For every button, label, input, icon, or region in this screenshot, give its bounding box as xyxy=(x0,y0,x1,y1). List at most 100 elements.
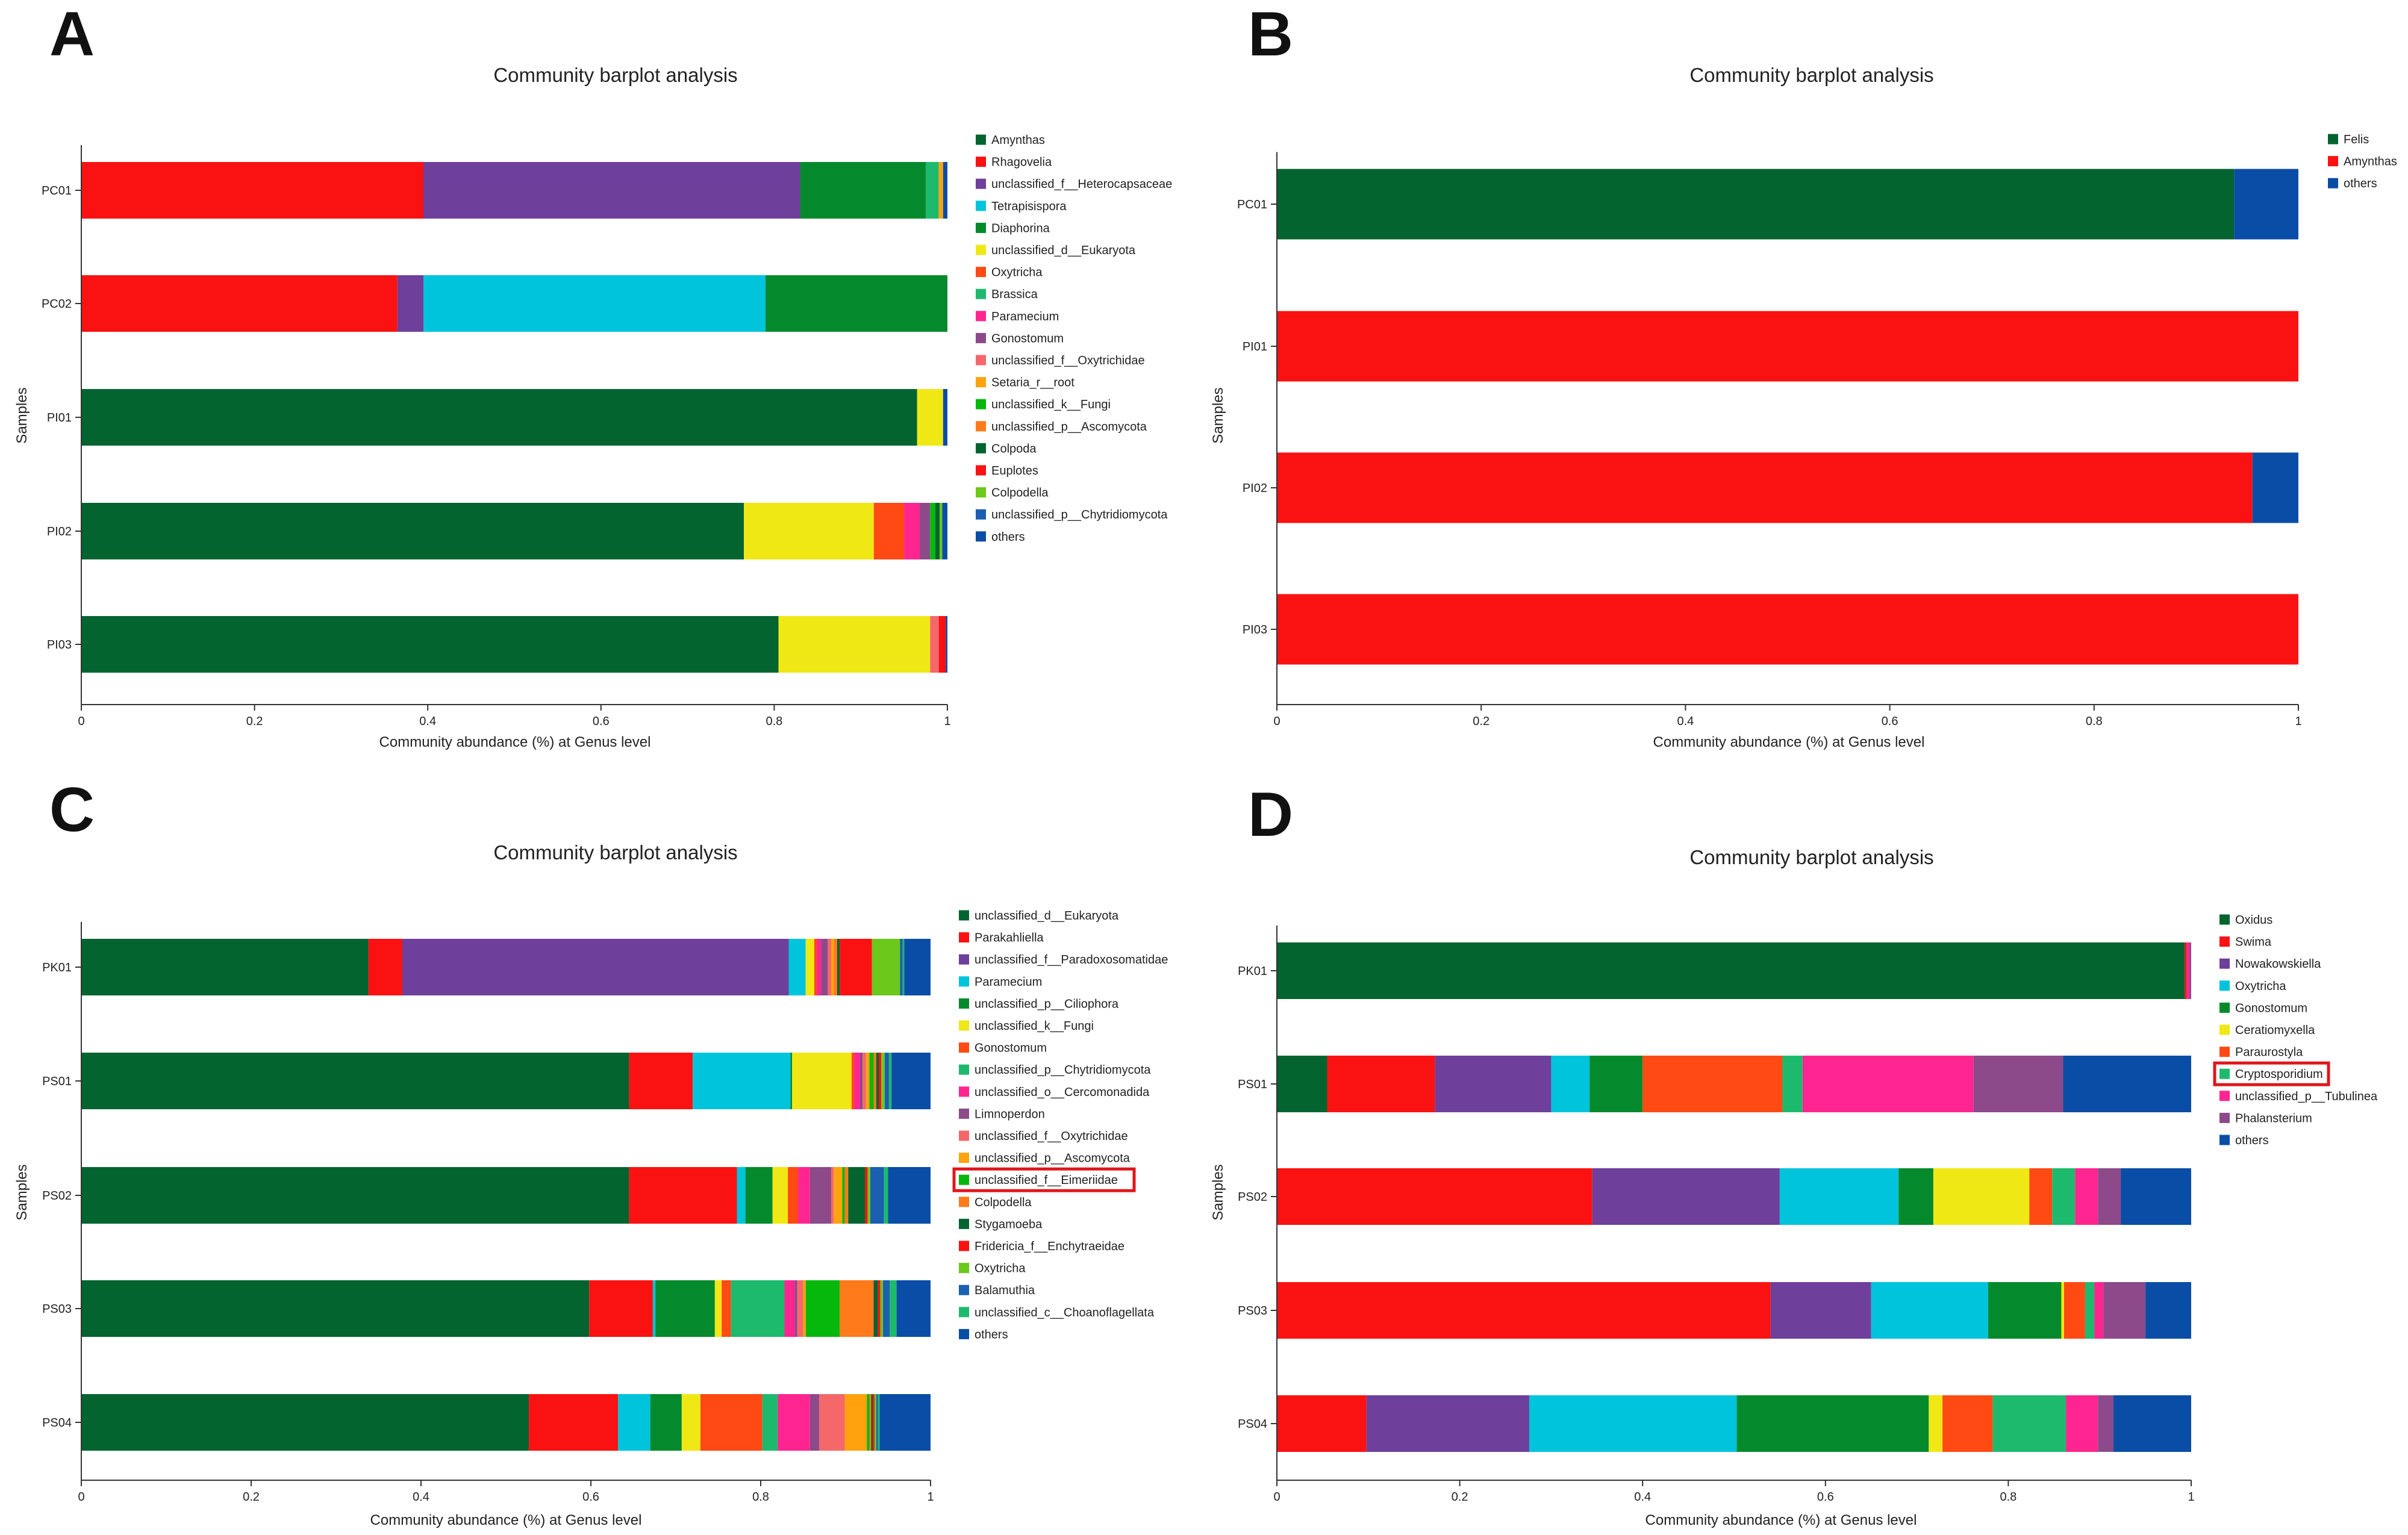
bar-d-ps01-nowakowskiella xyxy=(1435,1056,1552,1112)
x-tick-label-d-1: 0.2 xyxy=(1452,1490,1468,1504)
bar-c-ps03-colpodella xyxy=(840,1280,874,1337)
bar-c-ps02-others xyxy=(888,1167,931,1224)
legend-swatch-c-unclassified-o-cercomonadida xyxy=(959,1086,969,1097)
legend-swatch-c-unclassified-f-oxytrichidae xyxy=(959,1130,969,1141)
bar-d-ps01-gonostomum xyxy=(1589,1056,1643,1112)
bar-c-ps03-oxytricha xyxy=(880,1280,884,1337)
legend-swatch-c-unclassified-f-eimeriidae xyxy=(959,1174,969,1185)
y-tick-label-d-pk01: PK01 xyxy=(1238,965,1267,978)
legend-label-a-paramecium: Paramecium xyxy=(991,310,1059,323)
bar-d-ps04-cryptosporidium xyxy=(1992,1395,2066,1452)
panel-letter-d: D xyxy=(1248,780,1293,850)
legend-swatch-a-colpoda xyxy=(976,443,986,453)
bar-a-pc01-brassica xyxy=(926,162,939,219)
bar-d-ps02-gonostomum xyxy=(1898,1168,1933,1225)
y-tick-label-a-pc02: PC02 xyxy=(42,297,72,311)
plot-area-c: PK01 PS01 PS02 PS03 PS04 0 0.2 0.4 0.6 0.8 1 xyxy=(42,922,934,1504)
bar-d-ps03-ceratiomyxella xyxy=(2061,1282,2064,1339)
bar-c-ps01-unclassified-p-ciliophora xyxy=(790,1053,793,1109)
bar-b-pi02-amynthas xyxy=(1277,452,2253,523)
chart-title-d: Community barplot analysis xyxy=(1689,846,1933,868)
legend-swatch-a-unclassified-d-eukaryota xyxy=(976,244,986,255)
bar-a-pc01-setaria-r-root xyxy=(938,162,943,219)
bar-a-pc01-unclassified-f-heterocapsaceae xyxy=(423,162,800,219)
x-tick-label-b-2: 0.4 xyxy=(1677,715,1694,728)
bar-a-pi03-unclassified-d-eukaryota xyxy=(778,616,931,673)
bar-a-pi01-others xyxy=(943,389,947,446)
bar-d-ps04-oxytricha xyxy=(1529,1395,1737,1452)
bar-b-pi02-others xyxy=(2252,452,2298,523)
bar-a-pi02-colpoda xyxy=(935,503,940,559)
legend-swatch-a-euplotes xyxy=(976,465,986,476)
bar-c-ps04-parakahliella xyxy=(529,1394,619,1451)
bar-c-pk01-unclassified-p-ascomycota xyxy=(831,939,834,995)
bar-d-pk01-oxidus xyxy=(1277,942,2185,999)
legend-swatch-c-fridericia-f-enchytraeidae xyxy=(959,1241,969,1251)
legend-swatch-d-gonostomum xyxy=(2219,1002,2230,1013)
x-tick-label-d-4: 0.8 xyxy=(2000,1490,2017,1504)
legend-swatch-a-tetrapisispora xyxy=(976,201,986,211)
legend-swatch-d-ceratiomyxella xyxy=(2219,1024,2230,1035)
bar-a-pi02-unclassified-d-eukaryota xyxy=(744,503,874,559)
legend-label-d-gonostomum: Gonostomum xyxy=(2235,1001,2307,1015)
bar-c-ps03-stygamoeba xyxy=(873,1280,878,1337)
x-tick-label-b-3: 0.6 xyxy=(1882,715,1898,728)
legend-label-c-unclassified-d-eukaryota: unclassified_d__Eukaryota xyxy=(975,909,1119,923)
bar-a-pc02-rhagovelia xyxy=(81,275,398,332)
legend-swatch-c-oxytricha xyxy=(959,1263,969,1274)
panel-b: B Community barplot analysis Samples Com… xyxy=(1210,0,2397,750)
legend-swatch-a-oxytricha xyxy=(976,267,986,278)
x-tick-label-a-1: 0.2 xyxy=(246,715,263,728)
bar-c-ps02-oxytricha xyxy=(867,1167,870,1224)
bar-c-ps04-limnoperdon xyxy=(809,1394,820,1451)
bar-a-pi02-gonostomum xyxy=(919,503,931,559)
bar-d-ps04-others xyxy=(2113,1395,2191,1452)
bar-c-ps04-stygamoeba xyxy=(871,1394,873,1451)
bar-a-pi03-euplotes xyxy=(938,616,946,673)
bar-a-pc01-diaphorina xyxy=(800,162,926,219)
bar-c-pk01-unclassified-d-eukaryota xyxy=(81,939,369,995)
bar-b-pi01-amynthas xyxy=(1277,311,2298,382)
legend-label-a-unclassified-p-ascomycota: unclassified_p__Ascomycota xyxy=(991,420,1147,434)
legend-swatch-a-gonostomum xyxy=(976,332,986,343)
legend-label-d-ceratiomyxella: Ceratiomyxella xyxy=(2235,1024,2315,1037)
x-tick-label-c-5: 1 xyxy=(927,1490,934,1504)
legend-swatch-c-unclassified-p-ciliophora xyxy=(959,998,969,1009)
x-tick-label-c-2: 0.4 xyxy=(413,1490,429,1504)
bar-c-pk01-gonostomum xyxy=(814,939,817,995)
y-axis-label-d: Samples xyxy=(1210,1164,1226,1220)
bar-c-ps02-unclassified-f-eimeriidae xyxy=(842,1167,845,1224)
legend-swatch-d-oxidus xyxy=(2219,914,2230,925)
bar-c-ps02-unclassified-o-cercomonadida xyxy=(798,1167,810,1224)
legend-label-a-brassica: Brassica xyxy=(991,288,1038,301)
bar-c-ps02-unclassified-f-oxytrichidae xyxy=(831,1167,834,1224)
legend-swatch-d-paraurostyla xyxy=(2219,1047,2230,1057)
highlight-box-d-cryptosporidium xyxy=(2213,1061,2330,1086)
x-axis-label-d: Community abundance (%) at Genus level xyxy=(1645,1512,1917,1528)
x-tick-label-b-4: 0.8 xyxy=(2086,715,2103,728)
legend-swatch-c-paramecium xyxy=(959,976,969,987)
highlight-box-c-unclassified-f-eimeriidae xyxy=(952,1167,1136,1192)
legend-swatch-d-swima xyxy=(2219,936,2230,947)
bar-c-ps02-parakahliella xyxy=(629,1167,737,1224)
legend-swatch-d-others xyxy=(2219,1135,2230,1145)
bar-a-pc02-diaphorina xyxy=(766,275,947,332)
x-tick-label-a-0: 0 xyxy=(78,715,84,728)
bar-c-ps01-others xyxy=(891,1053,931,1109)
bar-c-pk01-colpodella xyxy=(834,939,837,995)
bar-d-ps01-swima xyxy=(1327,1056,1435,1112)
legend-label-c-limnoperdon: Limnoperdon xyxy=(975,1107,1045,1121)
bar-d-ps03-unclassified-p-tubulinea xyxy=(2094,1282,2104,1339)
legend-swatch-b-others xyxy=(2328,178,2338,188)
legend-label-c-unclassified-f-paradoxosomatidae: unclassified_f__Paradoxosomatidae xyxy=(975,953,1168,967)
legend-label-d-nowakowskiella: Nowakowskiella xyxy=(2235,957,2321,971)
legend-label-d-others: others xyxy=(2235,1134,2269,1147)
y-tick-label-a-pc01: PC01 xyxy=(42,184,72,198)
legend-label-a-amynthas: Amynthas xyxy=(991,134,1045,147)
legend-label-c-unclassified-k-fungi: unclassified_k__Fungi xyxy=(975,1020,1094,1033)
bar-a-pc02-tetrapisispora xyxy=(423,275,766,332)
bar-c-pk01-parakahliella xyxy=(368,939,402,995)
bar-c-ps03-unclassified-p-chytridiomycota xyxy=(731,1280,785,1337)
bar-c-pk01-balamuthia xyxy=(900,939,903,995)
bar-a-pc01-others xyxy=(943,162,947,219)
